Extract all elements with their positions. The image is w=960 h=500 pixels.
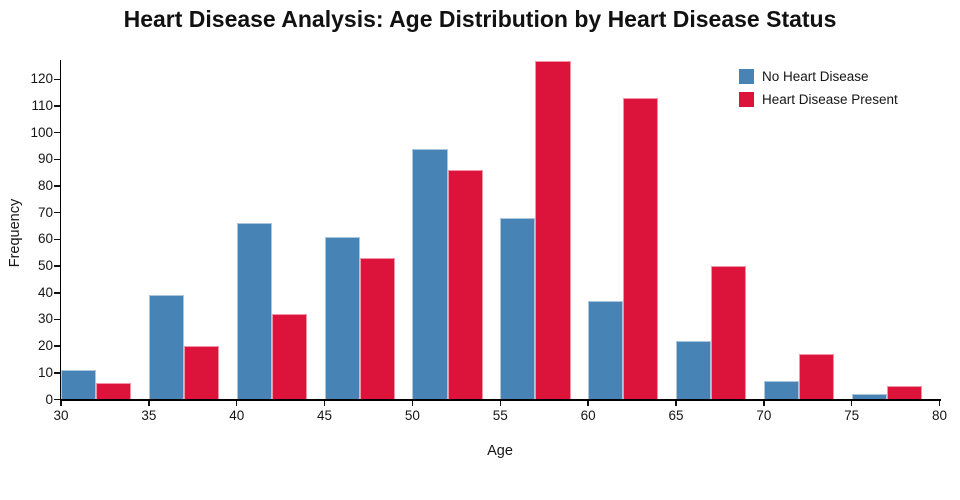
- x-tick-label: 55: [492, 408, 508, 423]
- legend-entry: No Heart Disease: [739, 69, 898, 84]
- y-tick-label: 100: [30, 124, 53, 140]
- y-tick-mark: [54, 105, 60, 107]
- bar-heart-disease-present: [535, 60, 571, 400]
- y-tick-mark: [54, 211, 60, 214]
- legend-label: Heart Disease Present: [762, 92, 898, 107]
- y-tick-mark: [54, 78, 60, 81]
- y-tick-label: 10: [37, 364, 53, 380]
- y-axis-label-text: Frequency: [7, 198, 23, 268]
- bar-no-heart-disease: [324, 236, 360, 400]
- x-tick-label: 65: [668, 408, 684, 423]
- x-tick-mark: [850, 400, 853, 407]
- legend-entry: Heart Disease Present: [739, 92, 898, 107]
- y-tick-label: 0: [45, 391, 53, 407]
- x-tick-mark: [235, 400, 238, 407]
- bar-no-heart-disease: [236, 223, 272, 400]
- x-tick-label: 80: [932, 408, 948, 423]
- x-tick-mark: [411, 400, 414, 407]
- legend: No Heart Disease Heart Disease Present: [739, 69, 898, 115]
- bar-heart-disease-present: [711, 266, 747, 400]
- bar-heart-disease-present: [886, 386, 922, 400]
- bar-no-heart-disease: [763, 380, 799, 400]
- y-tick-label: 40: [37, 284, 53, 300]
- x-axis-spine: [59, 399, 942, 401]
- y-tick-mark: [54, 238, 60, 241]
- bar-no-heart-disease: [412, 148, 448, 400]
- y-tick-mark: [54, 345, 60, 347]
- bar-no-heart-disease: [675, 340, 712, 400]
- y-tick-label: 90: [37, 151, 53, 167]
- y-tick-label: 20: [37, 338, 53, 354]
- bar-heart-disease-present: [359, 258, 395, 400]
- y-tick-label: 120: [30, 71, 53, 87]
- x-tick-label: 30: [53, 408, 69, 423]
- x-tick-mark: [675, 400, 677, 407]
- y-tick-label: 110: [31, 98, 53, 114]
- y-tick-mark: [54, 292, 60, 294]
- y-tick-mark: [54, 131, 60, 134]
- bar-heart-disease-present: [96, 383, 132, 400]
- chart-title: Heart Disease Analysis: Age Distribution…: [123, 6, 837, 32]
- bar-heart-disease-present: [623, 98, 659, 400]
- y-tick-label: 80: [37, 178, 53, 194]
- y-tick-mark: [54, 265, 60, 267]
- legend-swatch: [739, 69, 754, 84]
- y-tick-mark: [54, 398, 60, 401]
- x-tick-mark: [938, 400, 941, 407]
- legend-label: No Heart Disease: [762, 69, 869, 84]
- legend-swatch: [739, 92, 754, 107]
- bar-no-heart-disease: [851, 394, 887, 400]
- y-tick-label: 50: [37, 258, 53, 274]
- bar-no-heart-disease: [500, 218, 536, 400]
- bar-heart-disease-present: [271, 314, 307, 400]
- y-axis-spine: [59, 60, 62, 401]
- x-tick-mark: [60, 400, 62, 407]
- x-tick-label: 70: [756, 408, 772, 423]
- x-tick-mark: [763, 400, 765, 407]
- x-tick-label: 35: [141, 408, 157, 423]
- y-tick-label: 70: [37, 204, 53, 220]
- bar-heart-disease-present: [447, 170, 483, 400]
- y-tick-label: 60: [37, 231, 53, 247]
- bar-no-heart-disease: [588, 300, 624, 400]
- y-tick-mark: [54, 318, 60, 321]
- x-tick-label: 40: [229, 408, 245, 423]
- x-tick-mark: [587, 400, 589, 407]
- x-tick-mark: [499, 400, 502, 407]
- x-tick-label: 45: [317, 408, 333, 423]
- y-tick-mark: [54, 372, 60, 374]
- x-axis-label: Age: [487, 443, 513, 459]
- y-tick-mark: [54, 185, 60, 187]
- x-tick-mark: [148, 400, 150, 407]
- y-tick-mark: [54, 158, 60, 161]
- y-tick-label: 30: [37, 311, 53, 327]
- bar-no-heart-disease: [61, 370, 97, 400]
- x-tick-mark: [323, 400, 326, 407]
- x-tick-label: 60: [580, 408, 596, 423]
- bar-no-heart-disease: [148, 295, 184, 400]
- bar-heart-disease-present: [183, 346, 220, 400]
- x-tick-label: 75: [844, 408, 860, 423]
- x-tick-label: 50: [404, 408, 420, 423]
- bar-heart-disease-present: [798, 354, 835, 400]
